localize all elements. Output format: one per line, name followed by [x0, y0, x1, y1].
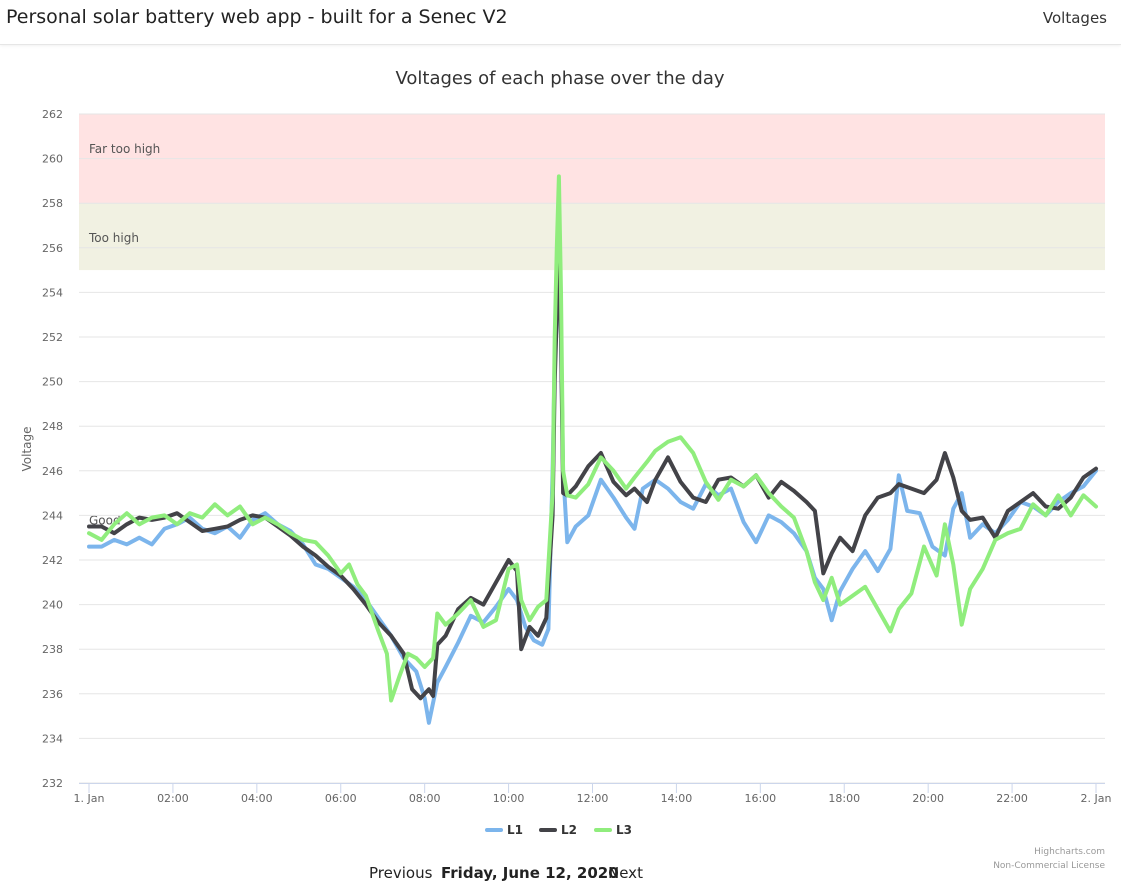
y-tick-label: 234	[42, 732, 63, 745]
series-lines	[87, 174, 1098, 725]
series-line-l1	[87, 245, 1098, 725]
series-line-l3	[87, 174, 1098, 703]
y-tick-label: 250	[42, 376, 63, 389]
legend-item-l1: L1	[507, 823, 523, 834]
y-tick-label: 256	[42, 242, 63, 255]
y-tick-label: 262	[42, 108, 63, 121]
nav-link-voltages[interactable]: Voltages	[1042, 9, 1107, 27]
y-tick-label: 258	[42, 197, 63, 210]
plot-band-label-0: Far too high	[89, 142, 160, 156]
navbar: Personal solar battery web app - built f…	[0, 0, 1121, 45]
y-tick-label: 246	[42, 465, 63, 478]
legend-item-l2: L2	[561, 823, 577, 834]
current-date: Friday, June 12, 2020	[441, 864, 619, 882]
x-tick-label: 18:00	[828, 792, 860, 805]
series-line-l2	[87, 228, 1098, 701]
y-tick-label: 242	[42, 554, 63, 567]
plot-band-label-1: Too high	[88, 231, 139, 245]
plot-band-1	[79, 203, 1105, 271]
x-tick-label: 12:00	[577, 792, 609, 805]
credits-link[interactable]: Highcharts.com	[1034, 847, 1105, 857]
y-tick-label: 260	[42, 153, 63, 166]
y-axis-labels: 232 234 236 238 240 242 244 246 248 250 252 254 256 2…	[42, 108, 63, 790]
y-tick-label: 236	[42, 688, 63, 701]
y-tick-label: 244	[42, 509, 63, 522]
x-tick-label: 16:00	[744, 792, 776, 805]
x-tick-label: 10:00	[493, 792, 525, 805]
chart-title: Voltages of each phase over the day	[395, 68, 724, 89]
previous-day-link[interactable]: Previous	[369, 864, 433, 882]
x-tick-label: 1. Jan	[74, 792, 105, 805]
y-tick-label: 240	[42, 599, 63, 612]
x-tick-label: 02:00	[157, 792, 189, 805]
next-day-link[interactable]: Next	[608, 864, 643, 882]
x-tick-label: 06:00	[325, 792, 357, 805]
y-tick-label: 254	[42, 286, 63, 299]
x-tick-label: 04:00	[241, 792, 273, 805]
x-tick-label: 14:00	[661, 792, 693, 805]
y-tick-label: 248	[42, 420, 63, 433]
y-tick-label: 252	[42, 331, 63, 344]
brand-title[interactable]: Personal solar battery web app - built f…	[6, 6, 508, 28]
y-tick-label: 232	[42, 777, 63, 790]
y-axis-title: Voltage	[20, 426, 34, 471]
x-axis: 1. Jan 02:00 04:00 06:00 08:00 10:00 12:00 14:0…	[74, 783, 1112, 805]
x-tick-label: 2. Jan	[1081, 792, 1112, 805]
y-tick-label: 238	[42, 643, 63, 656]
x-tick-label: 20:00	[912, 792, 944, 805]
date-navigation: Previous Friday, June 12, 2020 Next	[0, 864, 1121, 886]
credits-license: Non-Commercial License	[993, 861, 1105, 871]
credits: Highcharts.com Non-Commercial License	[993, 847, 1105, 871]
legend-item-l3: L3	[616, 823, 632, 834]
x-tick-label: 08:00	[409, 792, 441, 805]
legend: L1 L2 L3	[485, 823, 632, 834]
x-tick-label: 22:00	[996, 792, 1028, 805]
